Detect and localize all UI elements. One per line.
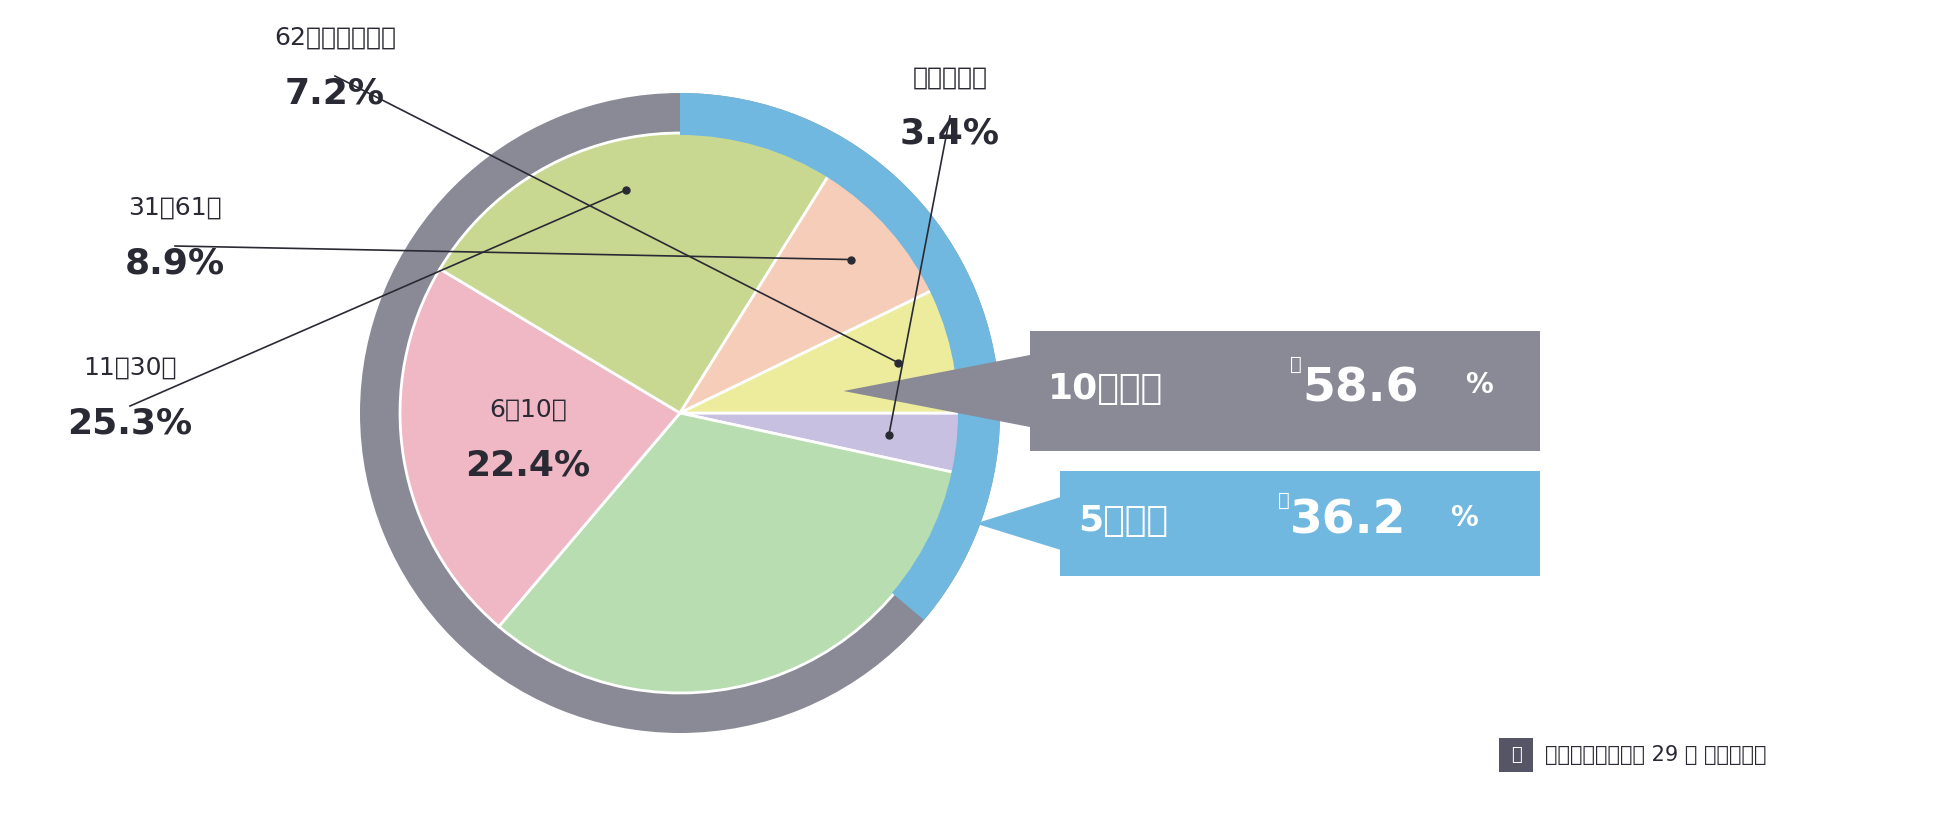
Text: 11〜30日: 11〜30日: [84, 356, 176, 380]
Text: 注: 注: [1277, 491, 1288, 510]
Text: 厚生労働省「平成 29 年 患者調査」: 厚生労働省「平成 29 年 患者調査」: [1544, 745, 1765, 765]
Wedge shape: [399, 269, 680, 626]
Text: 6〜10日: 6〜10日: [489, 398, 567, 422]
Text: 8.9%: 8.9%: [125, 246, 225, 280]
Wedge shape: [499, 413, 954, 693]
Text: %: %: [1464, 371, 1492, 399]
Text: %: %: [1449, 504, 1476, 532]
Text: 22.4%: 22.4%: [465, 448, 590, 482]
Text: 3.4%: 3.4%: [899, 116, 999, 150]
Circle shape: [403, 135, 958, 691]
FancyBboxPatch shape: [1060, 471, 1539, 576]
Text: 日帰り入院: 日帰り入院: [913, 66, 987, 90]
Polygon shape: [976, 497, 1060, 550]
Wedge shape: [440, 133, 829, 413]
Text: 25.3%: 25.3%: [66, 406, 192, 440]
FancyBboxPatch shape: [1030, 331, 1539, 451]
Text: 62日以上・不詳: 62日以上・不詳: [274, 26, 395, 50]
Text: 7.2%: 7.2%: [285, 76, 385, 110]
Text: 資: 資: [1509, 746, 1521, 764]
Wedge shape: [680, 291, 960, 413]
Wedge shape: [360, 93, 999, 733]
Polygon shape: [843, 355, 1030, 427]
Text: 10日以内: 10日以内: [1048, 372, 1163, 406]
Text: 36.2: 36.2: [1290, 499, 1406, 544]
FancyBboxPatch shape: [1498, 738, 1533, 772]
Wedge shape: [680, 176, 931, 413]
Wedge shape: [680, 93, 999, 620]
Text: 5日以内: 5日以内: [1077, 505, 1167, 539]
Text: 注: 注: [1290, 355, 1302, 374]
Wedge shape: [680, 413, 960, 472]
Text: 31〜61日: 31〜61日: [129, 196, 221, 220]
Text: 58.6: 58.6: [1302, 366, 1417, 411]
